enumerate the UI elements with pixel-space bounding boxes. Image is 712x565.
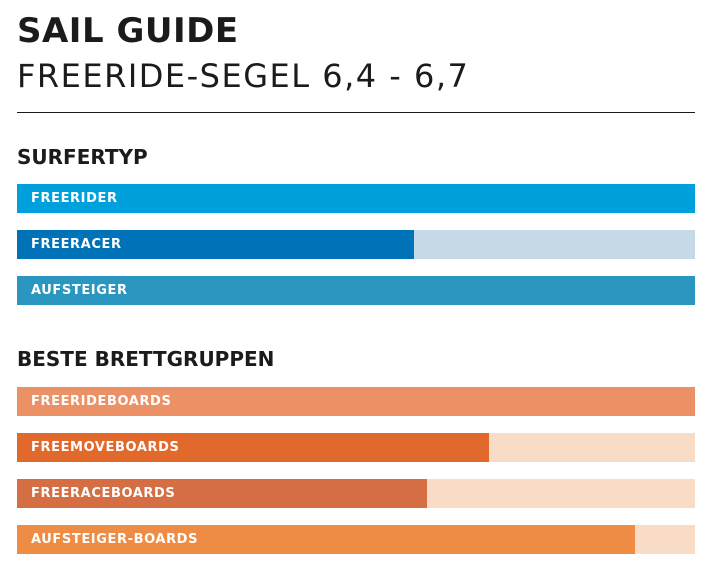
bar-row-aufsteiger-boards: AUFSTEIGER-BOARDS	[17, 525, 695, 554]
bar-fill-freerideboards	[17, 387, 695, 416]
bar-fill-freeraceboards	[17, 479, 428, 508]
bar-row-aufsteiger: AUFSTEIGER	[17, 276, 695, 305]
bar-label-freerideboards: FREERIDEBOARDS	[31, 394, 172, 409]
bar-label-freemoveboards: FREEMOVEBOARDS	[31, 440, 180, 455]
bar-label-freeraceboards: FREERACEBOARDS	[31, 486, 176, 501]
section-title-surfertyp: SURFERTYP	[17, 145, 148, 169]
header-divider	[17, 112, 695, 113]
bar-label-aufsteiger: AUFSTEIGER	[31, 283, 128, 298]
bar-row-freerideboards: FREERIDEBOARDS	[17, 387, 695, 416]
bar-row-freemoveboards: FREEMOVEBOARDS	[17, 433, 695, 462]
bar-label-freerider: FREERIDER	[31, 191, 118, 206]
bar-label-freeracer: FREERACER	[31, 237, 122, 252]
bar-fill-aufsteiger	[17, 276, 695, 305]
bar-fill-freerider	[17, 184, 695, 213]
bar-label-aufsteiger-boards: AUFSTEIGER-BOARDS	[31, 532, 199, 547]
bar-fill-freeracer	[17, 230, 414, 259]
bar-row-freeraceboards: FREERACEBOARDS	[17, 479, 695, 508]
section-title-beste-brettgruppen: BESTE BRETTGRUPPEN	[17, 347, 275, 371]
bar-fill-freemoveboards	[17, 433, 489, 462]
page-title: SAIL GUIDE	[17, 11, 239, 51]
bar-row-freerider: FREERIDER	[17, 184, 695, 213]
page-subtitle: FREERIDE-SEGEL 6,4 - 6,7	[17, 57, 470, 95]
bar-fill-aufsteiger-boards	[17, 525, 636, 554]
bar-row-freeracer: FREERACER	[17, 230, 695, 259]
